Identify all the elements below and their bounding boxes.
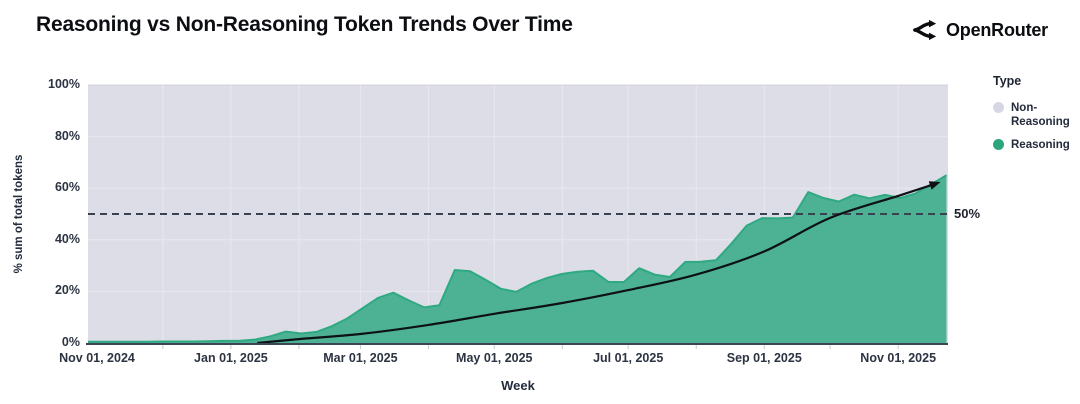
legend-item-reasoning: Reasoning — [993, 138, 1077, 152]
legend-title: Type — [993, 74, 1022, 88]
trend-line — [257, 181, 941, 345]
y-tick-label: 20% — [54, 283, 80, 298]
reasoning-area — [88, 175, 947, 343]
brand: OpenRouter — [911, 17, 1048, 43]
y-tick-label: 100% — [48, 77, 80, 91]
brand-name: OpenRouter — [945, 19, 1048, 40]
chart-legend: Type Non-Reasoning Reasoning — [993, 74, 1077, 161]
x-tick-label: Mar 01, 2025 — [323, 351, 398, 365]
page-title: Reasoning vs Non-Reasoning Token Trends … — [36, 13, 573, 36]
reasoning-swatch-icon — [993, 139, 1004, 150]
legend-item-non-reasoning: Non-Reasoning — [993, 101, 1077, 129]
openrouter-logo-icon — [913, 19, 937, 41]
fifty-percent-annotation: 50% — [954, 206, 981, 221]
y-tick-label: 40% — [54, 231, 80, 246]
y-tick-label: 80% — [54, 128, 80, 143]
y-tick-label: 0% — [61, 335, 80, 349]
x-tick-label: Nov 01, 2024 — [59, 351, 135, 365]
x-tick-label: Nov 01, 2025 — [860, 351, 937, 365]
legend-label: Reasoning — [1011, 139, 1070, 151]
x-axis-title: Week — [501, 378, 535, 393]
reasoning-area-edge — [88, 174, 948, 343]
legend-label: Non-Reasoning — [1011, 102, 1070, 128]
x-tick-label: Jul 01, 2025 — [593, 351, 664, 365]
non-reasoning-swatch-icon — [993, 102, 1004, 113]
x-tick-label: Jan 01, 2025 — [194, 351, 268, 365]
x-tick-label: May 01, 2025 — [456, 351, 533, 365]
y-tick-label: 60% — [54, 180, 80, 195]
x-tick-label: Sep 01, 2025 — [726, 351, 802, 365]
y-axis-title: % sum of total tokens — [13, 154, 25, 274]
